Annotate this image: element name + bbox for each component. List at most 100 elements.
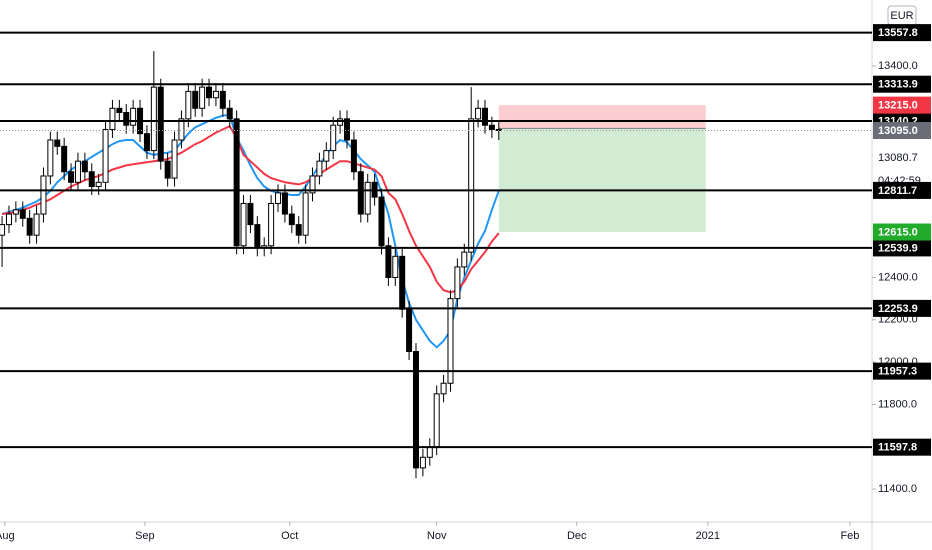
candle-body [178, 118, 185, 141]
candle-body [288, 213, 295, 226]
candle-body [302, 192, 309, 236]
candle-body [295, 224, 302, 236]
level-label-bg [873, 438, 931, 456]
candle-body [19, 209, 26, 219]
candle-body [40, 175, 47, 215]
last-price-label-bg [873, 122, 931, 139]
candle-body [81, 160, 88, 173]
candle-body [399, 255, 406, 310]
candle-body [206, 86, 213, 99]
candle-body [240, 202, 247, 247]
candle-body [171, 139, 178, 179]
level-label: 12811.7 [878, 185, 917, 197]
candle-body [378, 196, 385, 247]
candle-body [143, 133, 150, 152]
candle-body [392, 255, 399, 278]
candle-body [233, 118, 240, 247]
candle-body [406, 308, 413, 353]
candle-body [95, 181, 102, 188]
currency: EUR [890, 10, 913, 22]
y-tick-label: 12400.0 [878, 271, 918, 283]
candle-body [323, 150, 330, 162]
level-label: 13557.8 [878, 27, 918, 39]
candle-body [68, 171, 75, 183]
target-label-bg [873, 223, 931, 241]
candle-body [116, 107, 123, 114]
candle-body [199, 86, 206, 109]
stop-label-bg [873, 96, 931, 114]
x-tick-label: Oct [281, 530, 298, 542]
candle-body [488, 124, 495, 130]
candle-body [475, 107, 482, 120]
candle-body [316, 160, 323, 177]
candle-body [281, 192, 288, 215]
candle-body [164, 160, 171, 179]
candle-body [468, 118, 475, 253]
candle-body [219, 90, 226, 109]
level-label: 11597.8 [878, 442, 917, 454]
level-label: 12539.9 [878, 242, 918, 254]
candle-body [109, 107, 116, 130]
candle-body [0, 224, 6, 236]
candle-body [330, 124, 337, 152]
level-label-bg [873, 239, 931, 257]
candle-body [350, 139, 357, 173]
y-tick-label: 11800.0 [878, 398, 917, 410]
stop-zone [498, 105, 706, 129]
x-tick-label: Dec [567, 530, 587, 542]
candle-body [454, 266, 461, 300]
last-price-label: 13095.0 [878, 125, 918, 137]
level-label: 11957.3 [878, 366, 917, 378]
candle-body [357, 171, 364, 215]
candle-body [150, 86, 157, 152]
scale-text: 13080.7 [878, 152, 918, 164]
candle-body [426, 446, 433, 458]
candle-body [33, 213, 40, 236]
candle-body [447, 298, 454, 384]
candle-body [130, 107, 137, 126]
level-label-bg [873, 362, 931, 380]
candle-body [268, 202, 275, 247]
candle-body [309, 175, 316, 194]
x-tick-label: Aug [0, 530, 15, 542]
candle-body [26, 217, 33, 236]
candle-body [440, 382, 447, 395]
x-tick-label: Nov [427, 530, 447, 542]
candle-body [212, 90, 219, 99]
candle-body [5, 213, 12, 226]
y-tick-label: 13400.0 [878, 60, 918, 72]
level-label-bg [873, 181, 931, 199]
candle-body [192, 90, 199, 109]
level-label: 13313.9 [878, 79, 918, 91]
candle-body [185, 90, 192, 120]
candle-body [364, 181, 371, 215]
candle-body [47, 139, 54, 177]
candle-body [123, 112, 130, 126]
candle-body [344, 118, 351, 141]
candle-body [88, 171, 95, 188]
level-label-bg [873, 24, 931, 42]
candle-body [54, 139, 61, 147]
candle-body [226, 107, 233, 120]
level-label-bg [873, 75, 931, 93]
x-tick-label: Feb [840, 530, 859, 542]
level-label: 12253.9 [878, 303, 918, 315]
candle-body [247, 202, 254, 226]
x-tick-label: 2021 [696, 530, 720, 542]
candle-body [275, 192, 282, 204]
candle-body [254, 224, 261, 249]
candle-body [102, 128, 109, 183]
target-zone [498, 128, 706, 233]
candle-body [74, 160, 81, 183]
y-tick-label: 11400.0 [878, 483, 917, 495]
candle-body [61, 145, 68, 173]
candle-body [461, 251, 468, 268]
x-tick-label: Sep [135, 530, 155, 542]
candle-body [157, 86, 164, 162]
stop-label: 13215.0 [878, 100, 918, 112]
level-label-bg [873, 299, 931, 317]
candle-body [385, 245, 392, 278]
candle-body [412, 351, 419, 469]
target-label: 12615.0 [878, 226, 918, 238]
candle-body [433, 393, 440, 448]
